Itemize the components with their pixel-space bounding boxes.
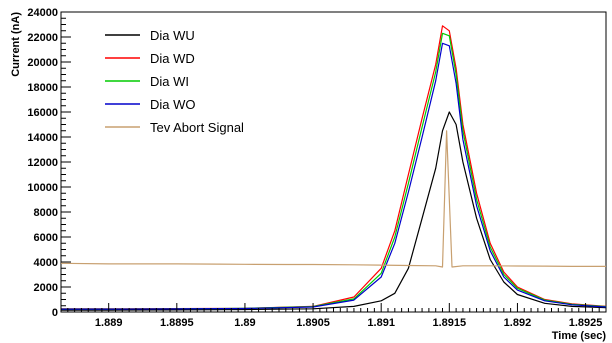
plot-area-border (60, 11, 607, 313)
y-tick-label: 0 (52, 307, 58, 319)
series-line-dia-wu (61, 111, 607, 311)
y-axis-label: Current (nA) (10, 12, 22, 77)
y-tick-label: 4000 (34, 257, 58, 269)
plot-frame (60, 11, 607, 313)
y-tick-label: 18000 (27, 82, 58, 94)
y-tick-label: 8000 (34, 207, 58, 219)
y-tick-label: 2000 (34, 282, 58, 294)
x-tick-label: 1.89 (234, 317, 255, 329)
legend-label-dia-wi: Dia WI (150, 74, 189, 89)
x-tick-label: 1.8905 (296, 317, 330, 329)
series-line-dia-wi (61, 32, 607, 310)
legend-label-dia-wo: Dia WO (150, 97, 196, 112)
x-tick-label: 1.891 (367, 317, 395, 329)
x-axis-label: Time (sec) (552, 330, 607, 342)
y-tick-label: 12000 (27, 157, 58, 169)
y-tick-label: 16000 (27, 107, 58, 119)
x-tick-label: 1.892 (504, 317, 532, 329)
legend-label-dia-wd: Dia WD (150, 51, 195, 66)
series-line-dia-wo (61, 42, 607, 310)
y-tick-label: 10000 (27, 182, 58, 194)
series-line-tev-abort-signal (60, 130, 606, 268)
y-axis: 0 2000 4000 6000 8000 10000 12000 14000 16000 180… (27, 7, 71, 319)
x-tick-label: 1.889 (95, 317, 123, 329)
x-axis: 1.889 1.8895 1.89 1.8905 1.891 1.8915 1.892 1.8… (60, 303, 607, 329)
y-tick-label: 24000 (27, 7, 58, 19)
x-tick-label: 1.8895 (160, 317, 194, 329)
y-tick-label: 14000 (27, 132, 58, 144)
y-tick-label: 20000 (27, 57, 58, 69)
y-tick-label: 22000 (27, 32, 58, 44)
legend-label-tev-abort-signal: Tev Abort Signal (150, 120, 244, 135)
y-tick-label: 6000 (34, 232, 58, 244)
legend: Dia WU Dia WD Dia WI Dia WO Tev Abort Signal (105, 28, 244, 135)
x-tick-label: 1.8915 (432, 317, 466, 329)
legend-label-dia-wu: Dia WU (150, 28, 195, 43)
series-layer (60, 25, 607, 311)
x-tick-label: 1.8925 (569, 317, 603, 329)
